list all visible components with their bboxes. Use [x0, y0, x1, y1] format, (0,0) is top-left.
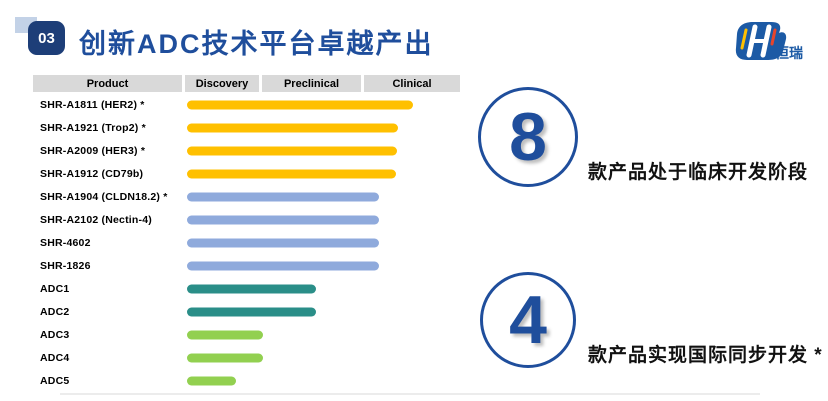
- company-logo: 恒瑞: [731, 18, 823, 69]
- table-row: SHR-A1811 (HER2) *: [33, 93, 460, 116]
- callout-number-clinical: 8: [509, 99, 547, 175]
- callout-circle-clinical: 8: [478, 87, 578, 187]
- product-label: SHR-A1921 (Trop2) *: [40, 121, 146, 134]
- stage-bar: [187, 376, 236, 385]
- stage-bar: [187, 330, 263, 339]
- table-row: SHR-A1921 (Trop2) *: [33, 116, 460, 139]
- table-row: SHR-A2009 (HER3) *: [33, 139, 460, 162]
- logo-wordmark: 恒瑞: [775, 45, 803, 61]
- column-header-discovery: Discovery: [185, 75, 259, 92]
- product-label: ADC5: [40, 374, 70, 387]
- product-label: SHR-A1912 (CD79b): [40, 167, 144, 180]
- callout-number-global: 4: [509, 282, 547, 358]
- product-label: ADC2: [40, 305, 70, 318]
- table-row: SHR-A1904 (CLDN18.2) *: [33, 185, 460, 208]
- pipeline-header-row: Product Discovery Preclinical Clinical: [33, 75, 460, 92]
- stage-bar: [187, 169, 396, 178]
- column-header-preclinical: Preclinical: [262, 75, 361, 92]
- product-label: SHR-A1904 (CLDN18.2) *: [40, 190, 168, 203]
- table-row: ADC2: [33, 300, 460, 323]
- page-title: 创新ADC技术平台卓越产出: [79, 29, 434, 59]
- callout-text-global: 款产品实现国际同步开发 *: [588, 345, 823, 366]
- callout-circle-global: 4: [480, 272, 576, 368]
- product-label: SHR-A2102 (Nectin-4): [40, 213, 152, 226]
- stage-bar: [187, 215, 379, 224]
- stage-bar: [187, 192, 379, 201]
- stage-bar: [187, 238, 379, 247]
- footer-divider: [60, 393, 760, 395]
- hengrui-logo-icon: 恒瑞: [735, 22, 803, 61]
- table-row: ADC3: [33, 323, 460, 346]
- stage-bar: [187, 100, 413, 109]
- stage-bar: [187, 307, 316, 316]
- table-row: ADC4: [33, 346, 460, 369]
- pipeline-rows: SHR-A1811 (HER2) * SHR-A1921 (Trop2) * S…: [33, 93, 460, 392]
- table-row: SHR-4602: [33, 231, 460, 254]
- pipeline-table: Product Discovery Preclinical Clinical S…: [33, 75, 460, 392]
- product-label: SHR-1826: [40, 259, 91, 272]
- stage-bar: [187, 353, 263, 362]
- product-label: ADC1: [40, 282, 70, 295]
- column-header-clinical: Clinical: [364, 75, 460, 92]
- stage-bar: [187, 123, 398, 132]
- product-label: SHR-A2009 (HER3) *: [40, 144, 146, 157]
- section-number-badge: 03: [28, 21, 65, 55]
- table-row: ADC1: [33, 277, 460, 300]
- table-row: SHR-1826: [33, 254, 460, 277]
- stage-bar: [187, 261, 379, 270]
- callout-text-clinical: 款产品处于临床开发阶段: [588, 162, 809, 183]
- product-label: SHR-A1811 (HER2) *: [40, 98, 145, 111]
- product-label: ADC4: [40, 351, 70, 364]
- table-row: SHR-A2102 (Nectin-4): [33, 208, 460, 231]
- stage-bar: [187, 146, 397, 155]
- table-row: ADC5: [33, 369, 460, 392]
- product-label: ADC3: [40, 328, 70, 341]
- table-row: SHR-A1912 (CD79b): [33, 162, 460, 185]
- column-header-product: Product: [33, 75, 182, 92]
- stage-bar: [187, 284, 316, 293]
- product-label: SHR-4602: [40, 236, 91, 249]
